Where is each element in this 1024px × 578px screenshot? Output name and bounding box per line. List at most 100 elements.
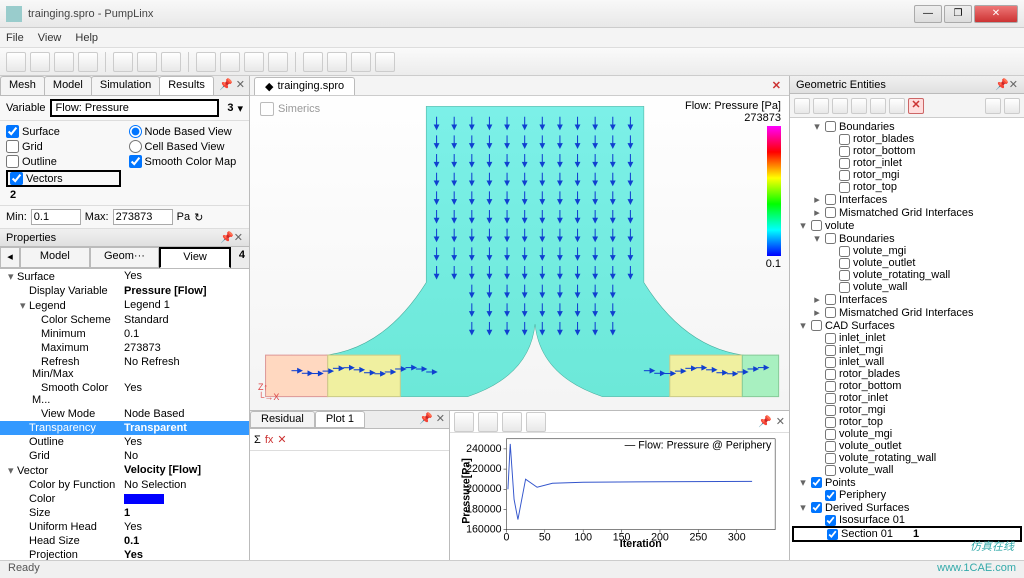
close-button[interactable]: ✕ — [974, 5, 1018, 23]
tool-disk-icon[interactable] — [220, 52, 240, 72]
sigma-icon[interactable]: Σ — [254, 434, 261, 446]
fx-icon[interactable]: fx — [265, 434, 274, 446]
tree-node[interactable]: ▾Points — [792, 476, 1022, 489]
tree-node[interactable]: volute_rotating_wall — [792, 452, 1022, 464]
tree-node[interactable]: inlet_wall — [792, 356, 1022, 368]
dropdown-icon[interactable]: ▾ — [237, 102, 243, 115]
tree-node[interactable]: ▾Boundaries — [792, 120, 1022, 133]
tree-node[interactable]: volute_wall — [792, 464, 1022, 476]
prop-row[interactable]: Minimum0.1 — [0, 327, 249, 341]
tool-saveall-icon[interactable] — [78, 52, 98, 72]
tree-node[interactable]: volute_wall — [792, 281, 1022, 293]
prop-row[interactable]: GridNo — [0, 449, 249, 463]
chart-copy-icon[interactable] — [478, 412, 498, 432]
pane-close-icon[interactable]: ✕ — [234, 231, 243, 244]
chart-zoom-icon[interactable] — [526, 412, 546, 432]
tree-node[interactable]: Isosurface 01 — [792, 514, 1022, 526]
tool-graph-icon[interactable] — [268, 52, 288, 72]
chart-move-icon[interactable] — [454, 412, 474, 432]
tree-node[interactable]: ▾Boundaries — [792, 232, 1022, 245]
ent-tool-7-icon[interactable] — [985, 98, 1001, 114]
max-input[interactable] — [113, 209, 173, 225]
chart-close-icon[interactable]: ✕ — [776, 415, 785, 428]
prop-row[interactable]: Display VariablePressure [Flow] — [0, 284, 249, 298]
plottab-0[interactable]: Residual — [250, 411, 315, 428]
tree-node[interactable]: ▸Interfaces — [792, 193, 1022, 206]
proptab-arrow[interactable]: ◂ — [0, 247, 20, 268]
tool-rotate-icon[interactable] — [327, 52, 347, 72]
prop-row[interactable]: Uniform HeadYes — [0, 520, 249, 534]
variable-select[interactable]: Flow: Pressure — [50, 99, 220, 117]
chart-list-icon[interactable] — [502, 412, 522, 432]
tool-new-icon[interactable] — [6, 52, 26, 72]
tree-node[interactable]: inlet_inlet — [792, 332, 1022, 344]
entities-close-icon[interactable]: ✕ — [1009, 78, 1018, 91]
prop-row[interactable]: Smooth Color M...Yes — [0, 381, 249, 407]
ent-tool-5-icon[interactable] — [870, 98, 886, 114]
menu-view[interactable]: View — [38, 32, 62, 44]
prop-row[interactable]: Size1 — [0, 506, 249, 520]
prop-row[interactable]: Maximum273873 — [0, 341, 249, 355]
maximize-button[interactable]: ❐ — [944, 5, 972, 23]
tree-node[interactable]: rotor_mgi — [792, 404, 1022, 416]
tree-node[interactable]: ▸Mismatched Grid Interfaces — [792, 306, 1022, 319]
tree-node[interactable]: rotor_blades — [792, 133, 1022, 145]
tree-node[interactable]: rotor_mgi — [792, 169, 1022, 181]
tree-node[interactable]: volute_outlet — [792, 257, 1022, 269]
delete-icon[interactable]: ✕ — [277, 433, 286, 446]
proptab-view[interactable]: View — [159, 247, 231, 268]
ent-delete-icon[interactable]: ✕ — [908, 98, 924, 114]
tool-save-icon[interactable] — [54, 52, 74, 72]
prop-row[interactable]: ▾VectorVelocity [Flow] — [0, 463, 249, 478]
tree-node[interactable]: ▸Interfaces — [792, 293, 1022, 306]
tree-node[interactable]: ▾Derived Surfaces — [792, 501, 1022, 514]
prop-row[interactable]: ▾SurfaceYes — [0, 269, 249, 284]
tool-stop-icon[interactable] — [161, 52, 181, 72]
menu-help[interactable]: Help — [75, 32, 98, 44]
opt-outline[interactable]: Outline — [6, 155, 121, 168]
ent-tool-2-icon[interactable] — [813, 98, 829, 114]
tab-model[interactable]: Model — [44, 76, 92, 95]
ent-tool-4-icon[interactable] — [851, 98, 867, 114]
tree-node[interactable]: rotor_top — [792, 181, 1022, 193]
document-close-icon[interactable]: ✕ — [772, 79, 781, 92]
prop-row[interactable]: Head Size0.1 — [0, 534, 249, 548]
ent-tool-1-icon[interactable] — [794, 98, 810, 114]
tool-select-icon[interactable] — [303, 52, 323, 72]
ent-tool-6-icon[interactable] — [889, 98, 905, 114]
tree-node[interactable]: volute_mgi — [792, 245, 1022, 257]
tree-node[interactable]: volute_mgi — [792, 428, 1022, 440]
tool-play-icon[interactable] — [137, 52, 157, 72]
document-tab[interactable]: ◆ trainging.spro — [254, 77, 355, 95]
refresh-icon[interactable]: ↻ — [194, 211, 203, 224]
proptab-geom[interactable]: Geom··· — [90, 247, 160, 268]
tree-node[interactable]: volute_outlet — [792, 440, 1022, 452]
tree-node[interactable]: rotor_bottom — [792, 380, 1022, 392]
tree-node[interactable]: ▾volute — [792, 219, 1022, 232]
tree-node[interactable]: rotor_bottom — [792, 145, 1022, 157]
tree-node[interactable]: ▾CAD Surfaces — [792, 319, 1022, 332]
tree-node[interactable]: inlet_mgi — [792, 344, 1022, 356]
opt-smooth[interactable]: Smooth Color Map — [129, 155, 244, 168]
tab-results[interactable]: Results — [159, 76, 214, 95]
prop-row[interactable]: Refresh Min/MaxNo Refresh — [0, 355, 249, 381]
tree-node[interactable]: Periphery — [792, 489, 1022, 501]
tree-node[interactable]: ▸Mismatched Grid Interfaces — [792, 206, 1022, 219]
opt-cell-view[interactable]: Cell Based View — [129, 140, 244, 153]
minimize-button[interactable]: — — [914, 5, 942, 23]
tool-pan-icon[interactable] — [375, 52, 395, 72]
prop-row[interactable]: View ModeNode Based — [0, 407, 249, 421]
prop-row[interactable]: Color — [0, 492, 249, 506]
tool-box-icon[interactable] — [244, 52, 264, 72]
tool-monitor-icon[interactable] — [196, 52, 216, 72]
min-input[interactable] — [31, 209, 81, 225]
tree-node[interactable]: volute_rotating_wall — [792, 269, 1022, 281]
opt-vectors[interactable]: Vectors — [6, 170, 121, 187]
ent-tool-3-icon[interactable] — [832, 98, 848, 114]
tool-open-icon[interactable] — [30, 52, 50, 72]
tree-node[interactable]: rotor_top — [792, 416, 1022, 428]
plottab-1[interactable]: Plot 1 — [315, 411, 365, 428]
chart-pin-icon[interactable]: 📌 — [758, 415, 772, 428]
menu-file[interactable]: File — [6, 32, 24, 44]
tree-node[interactable]: rotor_inlet — [792, 157, 1022, 169]
